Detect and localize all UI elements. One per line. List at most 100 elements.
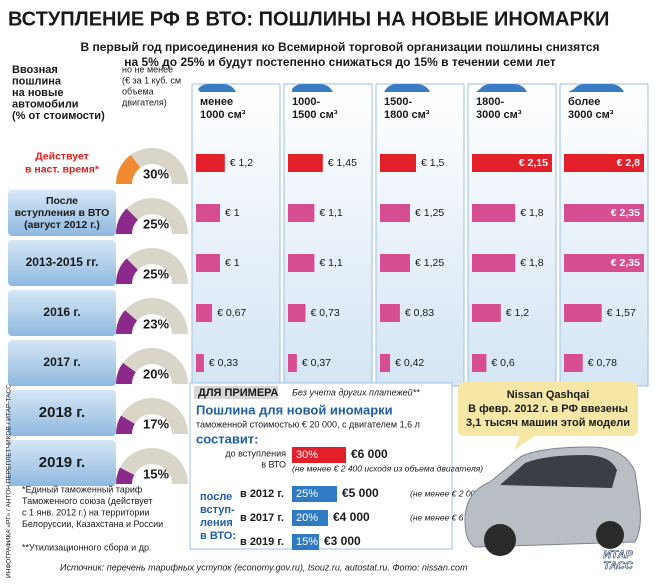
duty-bar	[564, 204, 644, 222]
column-header: 1000 см³	[200, 109, 246, 121]
duty-bar	[196, 354, 204, 372]
duty-bar	[564, 254, 644, 272]
gauge-fill	[116, 208, 138, 234]
example-rate: 20%	[296, 512, 318, 524]
gauge-fill	[116, 415, 135, 434]
example-rate: 25%	[296, 488, 318, 500]
example-condition: таможенной стоимостью € 20 000, с двигат…	[196, 419, 420, 429]
credit: ИНФОГРАФИКА «РГ» / АНТОН ПЕРЕПЛЕТЧИКОВ /…	[6, 384, 13, 578]
row-label: в наст. время*	[25, 163, 100, 175]
gauge-fill	[116, 258, 138, 284]
rate-header: автомобили	[12, 98, 79, 110]
min-header: двигателя)	[122, 97, 167, 107]
duty-bar	[380, 354, 391, 372]
duty-label: € 1,25	[415, 207, 444, 219]
before-label: в ВТО	[261, 459, 286, 469]
car-wheel	[596, 521, 624, 549]
row-label-box	[8, 390, 116, 436]
duty-label: € 2,35	[611, 207, 640, 219]
logo: ИТАР	[603, 549, 633, 561]
duty-bar	[196, 204, 220, 222]
duty-bar	[288, 354, 297, 372]
footnote: *Единый таможенный тариф	[22, 484, 143, 494]
gauge-fill	[116, 310, 137, 334]
example-tag-note: Без учета других платежей**	[292, 387, 420, 397]
duty-bar	[196, 304, 213, 322]
gauge-label: 15%	[143, 466, 169, 481]
duty-label: € 2,35	[611, 257, 640, 269]
gauge-label: 20%	[143, 366, 169, 381]
duty-label: € 1,5	[421, 157, 445, 169]
row-label: 2019 г.	[39, 454, 85, 471]
example-bar	[292, 486, 337, 502]
min-header: (€ за 1 куб. см	[122, 75, 181, 85]
example-rate: 30%	[296, 449, 318, 461]
min-header: объема	[122, 86, 154, 96]
duty-label: € 0,42	[395, 357, 424, 369]
duty-label: € 0,67	[217, 307, 246, 319]
duty-label: € 2,8	[617, 157, 641, 169]
footnote: Белоруссии, Казахстана и России	[22, 519, 163, 529]
duty-label: € 0,6	[491, 357, 515, 369]
column-header: 1800 см³	[384, 109, 430, 121]
after-label: ления	[200, 517, 233, 529]
callout-text: В февр. 2012 г. в РФ ввезены	[468, 403, 628, 415]
example-amount: €6 000	[351, 447, 388, 461]
car-icon	[568, 84, 624, 92]
column-bg	[283, 83, 373, 387]
example-year: в 2017 г.	[240, 512, 284, 524]
row-label: 2018 г.	[39, 404, 85, 421]
car-window	[500, 455, 617, 488]
gauge-fill	[116, 362, 136, 384]
duty-label: € 1,45	[328, 157, 357, 169]
row-label-box	[8, 290, 116, 336]
gauge-fill	[116, 154, 141, 184]
example-tag-bg	[194, 386, 278, 399]
duty-bar	[288, 204, 315, 222]
duty-label: € 1	[225, 207, 240, 219]
car-icon	[384, 84, 430, 92]
duty-label: € 1,25	[415, 257, 444, 269]
duty-label: € 0,37	[302, 357, 331, 369]
example-note: (не менее € 2 400 исходя из объема двига…	[292, 463, 483, 473]
duty-label: € 1,1	[319, 207, 343, 219]
column-header: 3000 см³	[476, 109, 522, 121]
duty-label: € 1	[225, 257, 240, 269]
duty-label: € 0,33	[209, 357, 238, 369]
duty-bar	[472, 254, 516, 272]
column-bg	[191, 83, 281, 387]
column-bg	[375, 83, 465, 387]
row-label: (август 2012 г.)	[24, 219, 100, 231]
duty-label: € 0,83	[405, 307, 434, 319]
example-bar	[292, 534, 319, 550]
example-year: в 2012 г.	[240, 488, 284, 500]
after-label: вступ-	[200, 504, 235, 516]
duty-bar	[472, 204, 516, 222]
example-year: в 2019 г.	[240, 536, 284, 548]
row-label: После	[46, 195, 78, 207]
duty-label: € 1,8	[520, 207, 544, 219]
footnote: Таможенного союза (действует	[22, 496, 152, 506]
example-note: (не менее € 2 000)	[410, 488, 483, 498]
gauge-label: 25%	[143, 216, 169, 231]
car-icon	[476, 84, 527, 92]
duty-label: € 0,73	[311, 307, 340, 319]
duty-bar	[380, 304, 400, 322]
duty-bar	[288, 254, 315, 272]
before-label: до вступления	[225, 448, 286, 458]
duty-bar	[196, 254, 220, 272]
rate-header: Ввозная	[12, 64, 58, 76]
column-header: 1500 см³	[292, 109, 338, 121]
example-will-be: составит:	[196, 431, 259, 446]
source: Источник: перечень тарифных уступок (eco…	[60, 562, 468, 572]
row-label: 2016 г.	[43, 305, 80, 319]
column-bg	[559, 83, 649, 387]
column-bg	[467, 83, 557, 387]
car-wheel	[484, 524, 516, 556]
footnote: с 1 янв. 2012 г.) на территории	[22, 507, 149, 517]
callout-box	[458, 382, 638, 436]
car-icon	[292, 84, 333, 92]
rate-header: на новые	[12, 87, 63, 99]
rate-header: пошлина	[12, 75, 62, 87]
